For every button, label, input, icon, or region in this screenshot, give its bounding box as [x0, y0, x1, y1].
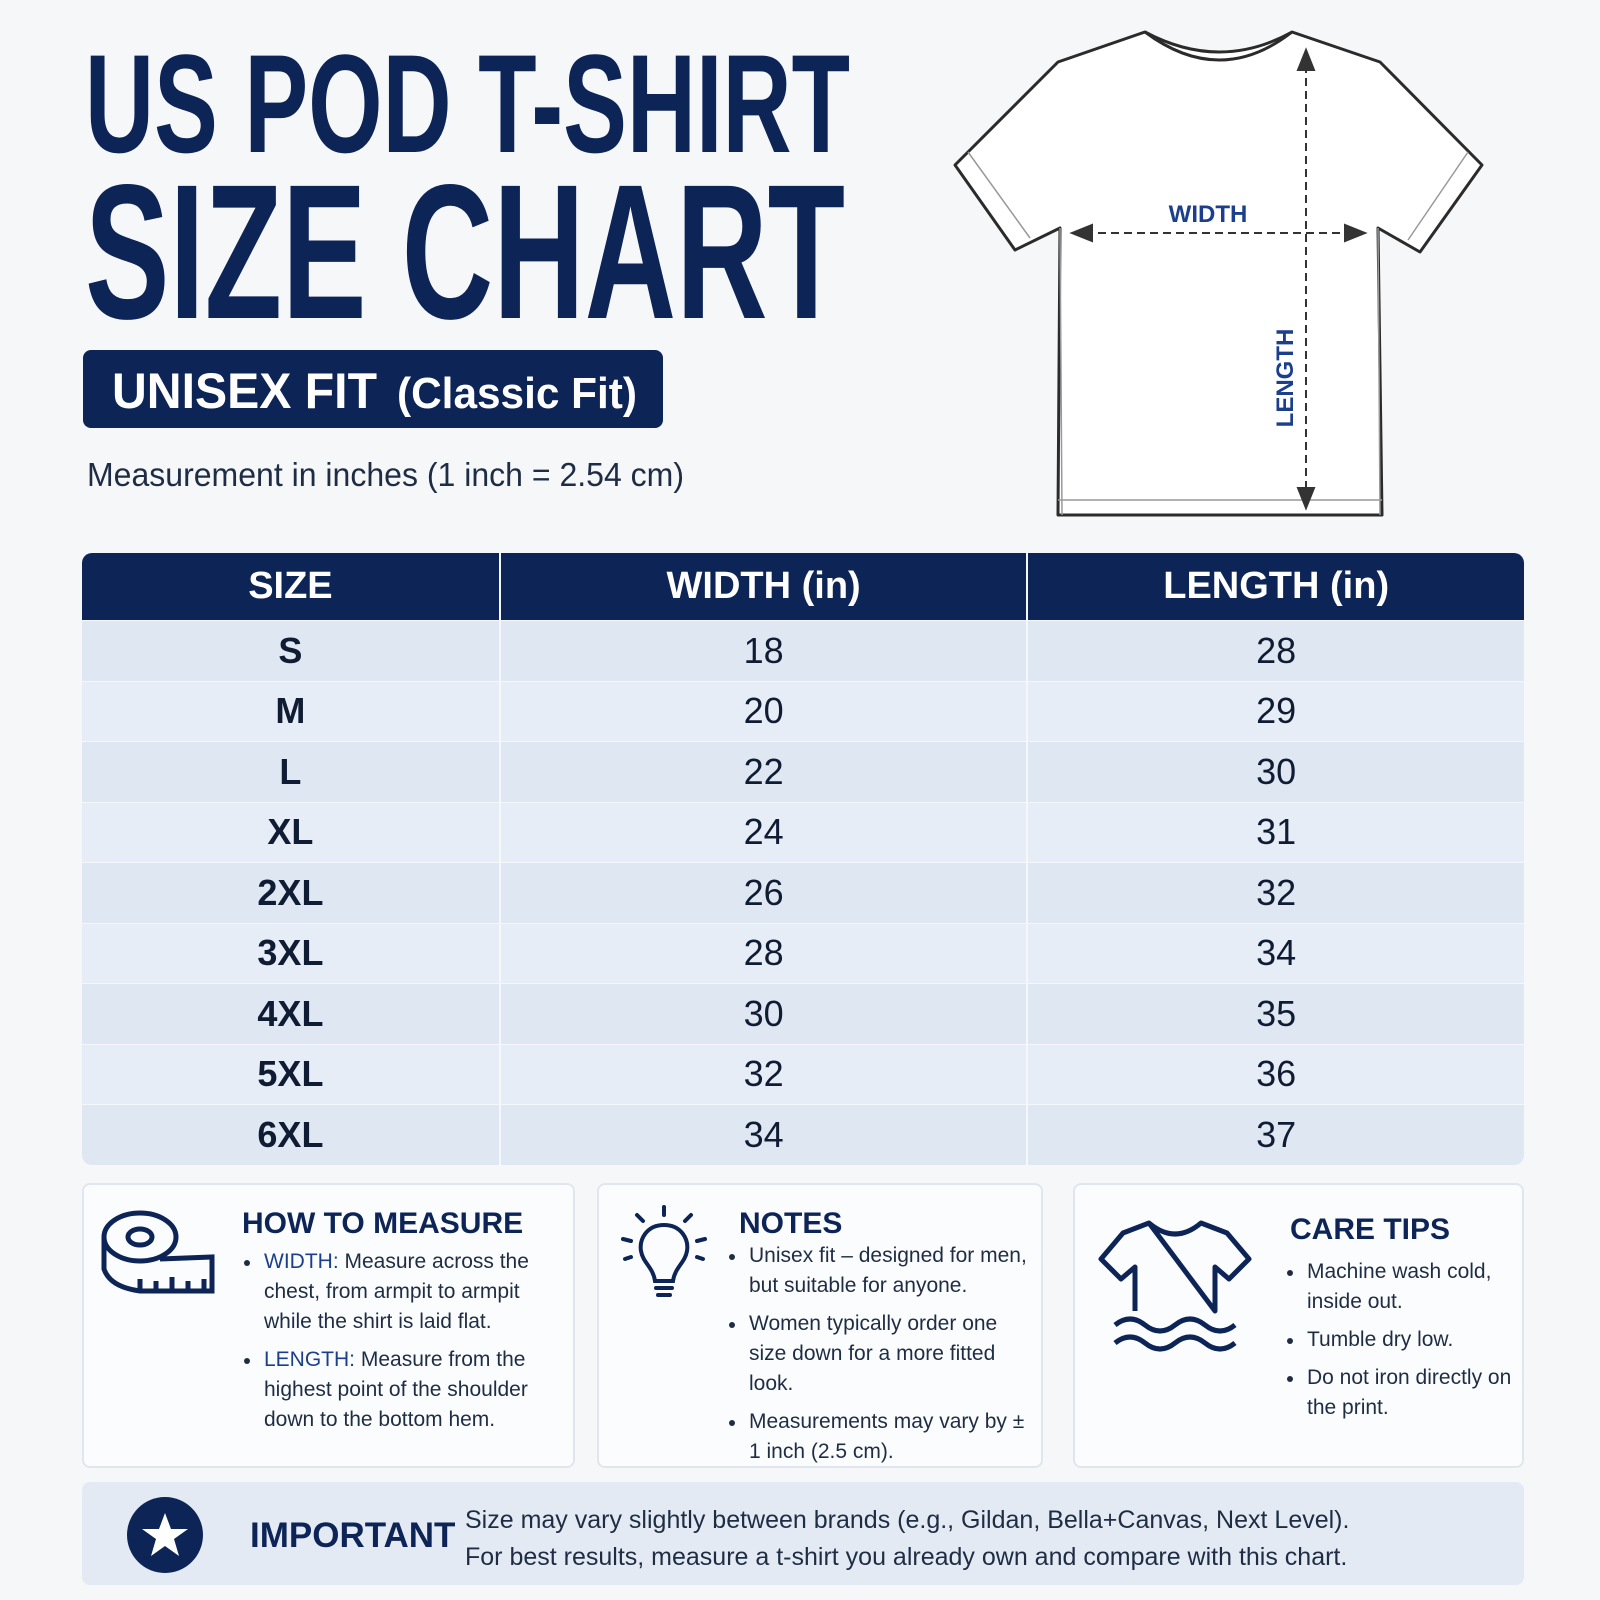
notes-box: NOTES Unisex fit – designed for men, but… — [597, 1183, 1043, 1468]
notes-list: Unisex fit – designed for men, but suita… — [727, 1241, 1027, 1475]
column-header: WIDTH (in) — [498, 553, 1027, 620]
value-cell: 34 — [1026, 922, 1524, 983]
value-cell: 30 — [498, 983, 1027, 1044]
tape-icon — [101, 1210, 215, 1294]
measure-term: LENGTH: — [264, 1348, 356, 1371]
section-title: CARE TIPS — [1290, 1213, 1451, 1246]
size-cell: 3XL — [82, 922, 499, 983]
value-cell: 37 — [1026, 1104, 1524, 1165]
title-line1: US POD T-SHIRT — [85, 25, 850, 182]
measure-text: Measure across the chest, from armpit to… — [264, 1250, 529, 1333]
measure-arrows — [1069, 47, 1368, 511]
size-table: SIZE WIDTH (in) LENGTH (in) S 18 28 M 20 29 L 22 30… — [82, 553, 1524, 1165]
size-cell: L — [82, 741, 499, 802]
table-row: 3XL 28 34 — [82, 922, 1524, 983]
section-title: HOW TO MEASURE — [242, 1207, 524, 1240]
width-label: WIDTH — [1169, 201, 1248, 228]
title-line2: SIZE CHART — [85, 144, 845, 359]
care-item: Tumble dry low. — [1285, 1325, 1515, 1355]
value-cell: 34 — [498, 1104, 1027, 1165]
value-cell: 22 — [498, 741, 1027, 802]
header: US POD T-SHIRT SIZE CHART UNISEX FIT (Cl… — [83, 25, 1484, 517]
size-cell: 4XL — [82, 983, 499, 1044]
column-header: LENGTH (in) — [1026, 553, 1524, 620]
value-cell: 26 — [498, 862, 1027, 923]
important-title: IMPORTANT — [250, 1516, 456, 1555]
value-cell: 35 — [1026, 983, 1524, 1044]
size-cell: M — [82, 680, 499, 741]
note-item: Unisex fit – designed for men, but suita… — [727, 1241, 1027, 1301]
table-row: S 18 28 — [82, 620, 1524, 681]
value-cell: 31 — [1026, 801, 1524, 862]
measure-term: WIDTH: — [264, 1250, 339, 1273]
important-line: Size may vary slightly between brands (e… — [465, 1506, 1350, 1534]
length-label: LENGTH — [1272, 329, 1299, 428]
section-title: NOTES — [739, 1207, 843, 1240]
value-cell: 32 — [1026, 862, 1524, 923]
value-cell: 18 — [498, 620, 1027, 681]
size-cell: 6XL — [82, 1104, 499, 1165]
table-row: 2XL 26 32 — [82, 862, 1524, 923]
star-icon — [127, 1497, 203, 1573]
size-cell: S — [82, 620, 499, 681]
note-item: Measurements may vary by ± 1 inch (2.5 c… — [727, 1407, 1027, 1467]
care-item: Do not iron directly on the print. — [1285, 1363, 1515, 1423]
table-row: 6XL 34 37 — [82, 1104, 1524, 1165]
value-cell: 28 — [498, 922, 1027, 983]
table-row: XL 24 31 — [82, 801, 1524, 862]
measurement-note: Measurement in inches (1 inch = 2.54 cm) — [87, 456, 684, 493]
tshirt-diagram — [953, 30, 1484, 517]
fit-label: UNISEX FIT — [112, 363, 377, 419]
value-cell: 20 — [498, 680, 1027, 741]
care-list: Machine wash cold, inside out. Tumble dry… — [1285, 1257, 1515, 1431]
value-cell: 32 — [498, 1043, 1027, 1104]
how-to-measure-box: HOW TO MEASURE WIDTH: Measure across the… — [82, 1183, 575, 1468]
value-cell: 29 — [1026, 680, 1524, 741]
important-text: Size may vary slightly between brands (e… — [465, 1502, 1515, 1576]
care-item: Machine wash cold, inside out. — [1285, 1257, 1515, 1317]
value-cell: 28 — [1026, 620, 1524, 681]
measure-item: WIDTH: Measure across the chest, from ar… — [242, 1247, 562, 1337]
table-row: 4XL 30 35 — [82, 983, 1524, 1044]
column-header: SIZE — [82, 553, 499, 620]
table-row: 5XL 32 36 — [82, 1043, 1524, 1104]
size-cell: 2XL — [82, 862, 499, 923]
table-row: M 20 29 — [82, 680, 1524, 741]
important-line: For best results, measure a t-shirt you … — [465, 1543, 1348, 1571]
value-cell: 30 — [1026, 741, 1524, 802]
fit-sub: (Classic Fit) — [397, 369, 637, 418]
measure-list: WIDTH: Measure across the chest, from ar… — [242, 1247, 562, 1443]
measure-text: Measure from the highest point of the sh… — [264, 1348, 528, 1431]
size-cell: 5XL — [82, 1043, 499, 1104]
important-bar: IMPORTANT Size may vary slightly between… — [82, 1482, 1524, 1585]
fit-badge — [83, 350, 663, 428]
wash-icon — [1098, 1220, 1252, 1352]
value-cell: 36 — [1026, 1043, 1524, 1104]
note-item: Women typically order one size down for … — [727, 1309, 1027, 1399]
table-row: L 22 30 — [82, 741, 1524, 802]
size-cell: XL — [82, 801, 499, 862]
table-header: SIZE WIDTH (in) LENGTH (in) — [82, 553, 1524, 620]
bulb-icon — [621, 1205, 707, 1297]
care-tips-box: CARE TIPS Machine wash cold, inside out.… — [1073, 1183, 1524, 1468]
measure-item: LENGTH: Measure from the highest point o… — [242, 1345, 562, 1435]
value-cell: 24 — [498, 801, 1027, 862]
